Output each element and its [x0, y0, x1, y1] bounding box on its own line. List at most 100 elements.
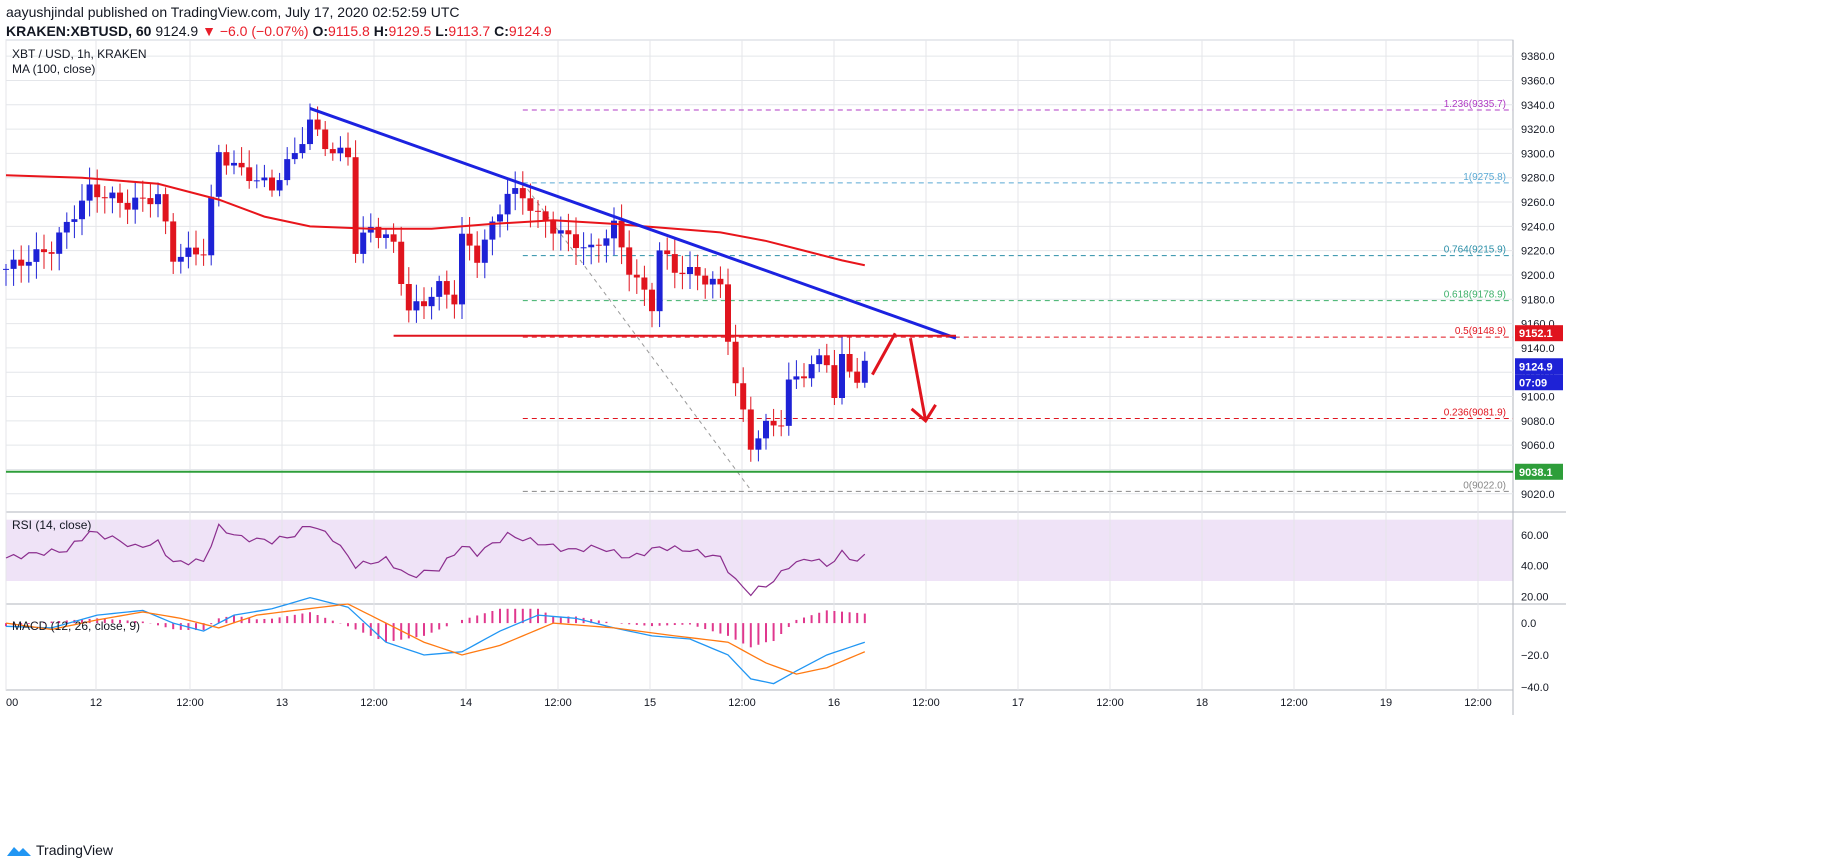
candle-body	[823, 355, 830, 366]
y-tick-label: 9100.0	[1521, 392, 1555, 404]
ma100-line	[5, 174, 866, 267]
y-tick-label: 9240.0	[1521, 221, 1555, 233]
y-tick-label: 9340.0	[1521, 100, 1555, 112]
x-tick-label: 12:00	[728, 697, 756, 709]
candle-body	[170, 221, 177, 262]
candle-body	[117, 192, 123, 203]
price-label-text: 07:09	[1519, 377, 1547, 389]
candle-body	[86, 184, 93, 201]
price-label-box	[1515, 463, 1563, 480]
candle-body	[139, 197, 146, 199]
candle-body	[276, 180, 283, 191]
x-tick-label: 00	[6, 697, 18, 709]
candle-body	[557, 230, 564, 234]
rsi-y-tick-label: 60.00	[1521, 530, 1549, 542]
fib-level-label: 0.5(9148.9)	[1455, 326, 1506, 337]
candle-body	[314, 119, 321, 130]
tradingview-logo[interactable]: TradingView	[6, 842, 113, 858]
candle-body	[497, 214, 503, 222]
projection-arrowhead	[910, 404, 937, 424]
candle-body	[421, 301, 427, 307]
candle-body	[307, 119, 313, 145]
candle-body	[747, 409, 754, 450]
candle-body	[656, 250, 663, 312]
candle-body	[18, 259, 25, 266]
candle-body	[48, 252, 55, 254]
ma-indicator-label: MA (100, close)	[12, 62, 95, 76]
close-value: 9124.9	[508, 23, 552, 39]
candle-body	[580, 247, 587, 249]
rsi-y-tick-label: 40.00	[1521, 561, 1549, 573]
candle-body	[679, 272, 686, 275]
x-tick-label: 12:00	[1280, 697, 1308, 709]
candle-body	[33, 249, 40, 262]
y-tick-label: 9180.0	[1521, 294, 1555, 306]
macd-signal-line	[5, 603, 866, 675]
y-tick-label: 9300.0	[1521, 148, 1555, 160]
candle-body	[284, 159, 291, 181]
candle-body	[261, 177, 268, 181]
fib-level-label: 1.236(9335.7)	[1444, 99, 1506, 110]
candle-body	[25, 261, 32, 266]
candle-body	[63, 221, 70, 233]
candle-body	[71, 219, 78, 222]
candle-body	[79, 200, 85, 220]
candle-body	[671, 254, 678, 273]
projection-up-arrow	[871, 332, 897, 376]
projection-down-arrow	[908, 337, 928, 422]
candle-body	[801, 376, 807, 379]
candle-body	[94, 184, 101, 198]
candle-body	[41, 249, 47, 253]
y-tick-label: 9080.0	[1521, 416, 1555, 428]
price-label-text: 9124.9	[1519, 361, 1553, 373]
y-tick-label: 9260.0	[1521, 197, 1555, 209]
x-tick-label: 12:00	[176, 697, 204, 709]
fib-level-label: 0.236(9081.9)	[1444, 408, 1506, 419]
candle-body	[618, 220, 625, 248]
candle-body	[185, 247, 192, 257]
candle-body	[345, 147, 351, 158]
candle-body	[124, 202, 131, 210]
candle-body	[162, 194, 169, 222]
candle-body	[725, 284, 731, 342]
x-tick-label: 12:00	[1096, 697, 1124, 709]
macd-title: MACD (12, 26, close, 9)	[12, 619, 140, 633]
x-tick-label: 12:00	[360, 697, 388, 709]
candle-body	[193, 247, 199, 255]
chart-header: aayushjindal published on TradingView.co…	[6, 4, 552, 39]
tradingview-logo-icon	[7, 847, 31, 856]
fib-level-label: 0(9022.0)	[1463, 480, 1506, 491]
candle-body	[709, 278, 716, 285]
candle-body	[177, 256, 184, 262]
candle-body	[322, 129, 329, 150]
x-tick-label: 16	[828, 697, 840, 709]
candle-body	[778, 425, 785, 427]
candle-body	[443, 281, 450, 295]
candle-body	[390, 234, 397, 242]
symbol-label: KRAKEN:XBTUSD, 60	[6, 23, 152, 39]
tradingview-brand: TradingView	[36, 842, 114, 858]
candle-body	[3, 268, 9, 270]
candle-body	[694, 266, 701, 276]
candle-body	[215, 152, 222, 197]
candle-body	[565, 230, 572, 235]
candle-body	[238, 162, 245, 168]
x-tick-label: 17	[1012, 697, 1024, 709]
high-value: 9129.5	[388, 23, 432, 39]
candle-body	[56, 232, 63, 254]
rsi-line	[5, 523, 866, 597]
candle-body	[785, 379, 792, 426]
plot-frame	[5, 39, 1514, 691]
candle-body	[763, 420, 769, 439]
candle-body	[208, 196, 215, 256]
candle-body	[702, 275, 709, 285]
x-tick-label: 19	[1380, 697, 1392, 709]
y-tick-label: 9360.0	[1521, 75, 1555, 87]
x-tick-label: 12:00	[1464, 697, 1492, 709]
candle-body	[535, 210, 541, 212]
candle-body	[861, 360, 868, 383]
candle-body	[405, 284, 412, 311]
macd-y-tick-label: −20.0	[1521, 650, 1549, 662]
candle-body	[436, 281, 443, 297]
